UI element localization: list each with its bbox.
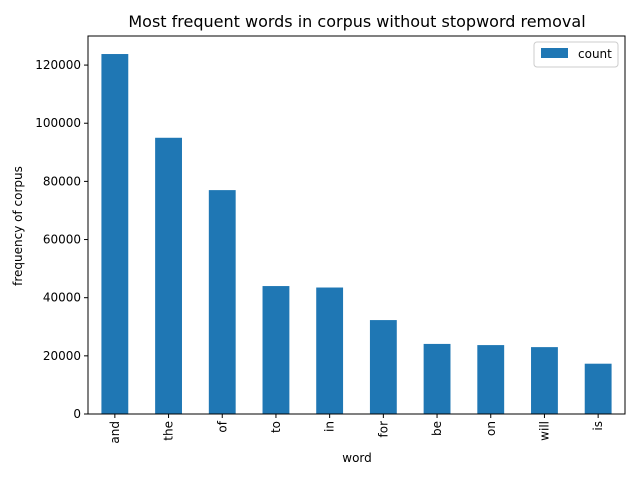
y-tick-label: 60000 bbox=[43, 233, 81, 247]
legend-swatch bbox=[541, 48, 568, 58]
x-tick-label-for: for bbox=[376, 421, 390, 438]
y-tick-label: 40000 bbox=[43, 291, 81, 305]
x-tick-label-is: is bbox=[591, 421, 605, 431]
y-tick-label: 80000 bbox=[43, 174, 81, 188]
y-tick-label: 120000 bbox=[35, 58, 81, 72]
y-tick-label: 100000 bbox=[35, 116, 81, 130]
y-tick-label: 20000 bbox=[43, 349, 81, 363]
bar-and bbox=[101, 54, 129, 414]
plot-area: 0 20000 40000 60000 80000 100000 120000 and the o… bbox=[35, 35, 626, 444]
bar-to bbox=[262, 286, 290, 414]
y-tick-label: 0 bbox=[73, 407, 81, 421]
axes-frame bbox=[87, 35, 626, 415]
bar-for bbox=[369, 320, 397, 414]
x-tick-label-in: in bbox=[323, 421, 337, 432]
bar-on bbox=[477, 345, 505, 414]
x-tick-label-and: and bbox=[108, 421, 122, 444]
legend: count bbox=[533, 41, 619, 68]
x-tick-label-on: on bbox=[484, 421, 498, 436]
bar-of bbox=[208, 190, 236, 414]
x-axis-label: word bbox=[342, 451, 372, 465]
legend-label: count bbox=[578, 47, 612, 61]
x-tick-label-to: to bbox=[269, 421, 283, 433]
x-tick-label-of: of bbox=[215, 420, 229, 432]
chart-title: Most frequent words in corpus without st… bbox=[128, 12, 585, 31]
bar-is bbox=[584, 363, 612, 414]
y-axis-label: frequency of corpus bbox=[11, 166, 25, 286]
x-tick-label-be: be bbox=[430, 421, 444, 436]
bar-in bbox=[316, 287, 344, 414]
x-tick-label-will: will bbox=[537, 421, 551, 441]
x-tick-label-the: the bbox=[162, 421, 176, 441]
bar-the bbox=[155, 137, 182, 414]
bar-be bbox=[423, 343, 451, 414]
bar-will bbox=[531, 347, 558, 414]
